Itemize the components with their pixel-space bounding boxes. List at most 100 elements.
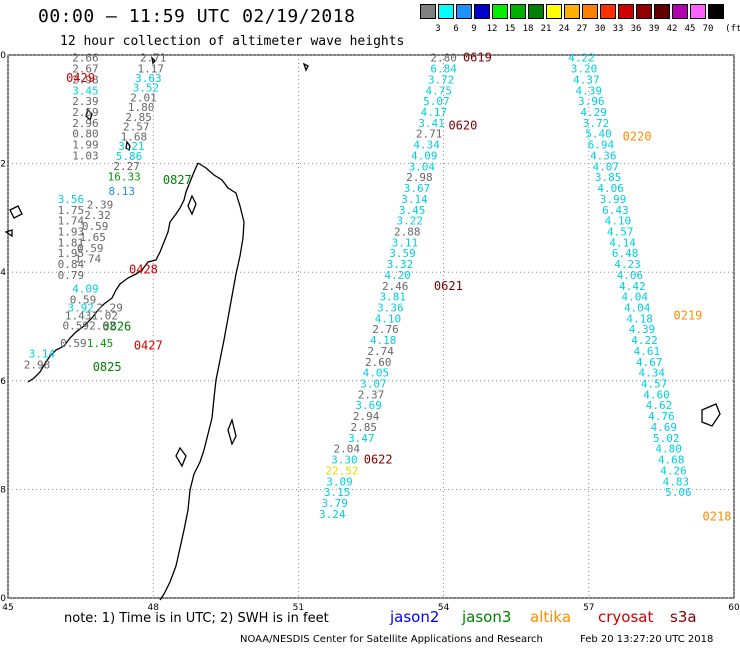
swh-value: 2.98 (406, 171, 433, 184)
swh-value: 4.09 (72, 282, 99, 295)
track-0219: 6.434.104.574.146.484.234.064.424.044.04… (602, 204, 702, 380)
swh-value: 0.59 (77, 242, 104, 255)
cargados-islet (302, 62, 309, 72)
swh-value: 0.59 (60, 337, 87, 350)
swh-value: 4.57 (607, 225, 634, 238)
pass-time-label: 0620 (448, 119, 477, 133)
scale-swatch (456, 4, 472, 19)
swh-value: 3.99 (600, 193, 627, 206)
swh-value: 3.41 (418, 117, 445, 130)
swh-value: 0.59 (63, 319, 90, 332)
swh-value: 1.75 (58, 204, 85, 217)
mayotte-island (125, 140, 131, 152)
swh-value: 2.04 (334, 443, 361, 456)
swh-value: 4.29 (580, 106, 607, 119)
pass-time-label: 0622 (364, 453, 393, 467)
swh-value: 4.23 (614, 258, 641, 271)
lat-tick-label: -20 (0, 594, 6, 604)
swh-value: 3.59 (389, 247, 416, 260)
swh-value: 4.60 (643, 388, 670, 401)
map-frame (7, 54, 735, 599)
swh-value: 5.07 (423, 95, 450, 108)
scale-swatch (564, 4, 580, 19)
west-coast-islet-1 (9, 205, 23, 219)
track-0620: 2.714.344.093.042.983.673.143.453.222.88… (382, 119, 477, 293)
scale-label: 36 (630, 24, 642, 34)
scale-swatch (510, 4, 526, 19)
swh-value: 0.59 (70, 293, 97, 306)
scale-swatch (600, 4, 616, 19)
swh-value: 4.10 (375, 312, 402, 325)
scale-label: 45 (684, 24, 696, 34)
swh-value: 3.11 (392, 236, 419, 249)
swh-value: 1.81 (58, 236, 85, 249)
swh-value: 1.74 (58, 215, 85, 228)
track-0427: 2.291.022.62 1.45 0427 (87, 301, 163, 352)
axis-labels: 45 48 51 54 57 60 -10 -12 -14 -16 -18 -20 (0, 51, 740, 613)
swh-value: 1.02 (92, 310, 119, 323)
swh-value: 3.96 (578, 95, 605, 108)
swh-value: 2.57 (123, 121, 150, 134)
scale-label: 9 (471, 24, 477, 34)
swh-value: 5.02 (653, 432, 680, 445)
swh-value: 3.04 (409, 160, 436, 173)
swh-value: 4.61 (634, 345, 661, 358)
swh-value: 3.14 (401, 193, 428, 206)
map-subtitle: 12 hour collection of altimeter wave hei… (60, 34, 405, 49)
swh-value: 2.59 (72, 106, 99, 119)
lon-tick-label: 48 (147, 603, 159, 613)
scale-swatch (528, 4, 544, 19)
lat-tick-label: -18 (0, 485, 6, 495)
swh-value: 1.93 (58, 225, 85, 238)
map-title: 00:00 – 11:59 UTC 02/19/2018 (38, 6, 356, 27)
swh-value: 3.79 (321, 497, 348, 510)
lon-tick-label: 51 (293, 603, 304, 613)
swh-value: 2.85 (125, 111, 152, 124)
scale-swatch (672, 4, 688, 19)
legend-jason3: jason3 (462, 608, 512, 626)
scale-label: 39 (648, 24, 660, 34)
swh-value: 4.37 (573, 73, 600, 86)
lat-lon-grid (7, 54, 735, 599)
swh-value: 4.67 (636, 356, 663, 369)
coastline (4, 56, 721, 601)
swh-value: 1.45 (87, 337, 114, 350)
footer-credit: NOAA/NESDIS Center for Satellite Applica… (240, 634, 543, 645)
lon-tick-label: 57 (583, 603, 594, 613)
swh-value: 4.68 (658, 454, 685, 467)
swh-value: 4.76 (648, 410, 675, 423)
track-0825: 2.983.14 0825 (24, 348, 122, 375)
units-note: note: 1) Time is in UTC; 2) SWH is in fe… (64, 611, 329, 626)
swh-value: 2.60 (365, 356, 392, 369)
swh-value: 4.22 (568, 52, 595, 65)
swh-value: 4.75 (426, 84, 453, 97)
swh-value: 6.94 (588, 139, 615, 152)
altimeter-tracks: 2.662.672.983.452.392.592.960.801.991.03… (24, 51, 732, 524)
legend-jason2: jason2 (390, 608, 440, 626)
swh-value: 3.85 (595, 171, 622, 184)
glorieuses-island (150, 56, 156, 65)
scale-swatch (420, 4, 436, 19)
pass-time-label: 0429 (66, 71, 95, 85)
scale-swatch (492, 4, 508, 19)
swh-value: 2.37 (358, 388, 385, 401)
lat-tick-label: -14 (0, 268, 6, 278)
pass-time-label: 0621 (434, 279, 463, 293)
swh-value: 4.05 (363, 367, 390, 380)
scale-label: 24 (558, 24, 570, 34)
swh-value: 4.34 (413, 139, 440, 152)
swh-value: 4.04 (622, 291, 649, 304)
swh-value: 1.43 (65, 310, 92, 323)
swh-value: 3.67 (404, 182, 431, 195)
swh-value: 4.04 (624, 301, 651, 314)
pass-time-label: 0218 (703, 510, 732, 524)
swh-value: 6.48 (612, 247, 639, 260)
swh-value: 2.88 (394, 225, 421, 238)
swh-value: 4.17 (421, 106, 448, 119)
track-0428: 3.561.751.741.931.811.950.840.79 0428 (58, 193, 158, 282)
track-0826: 2.392.320.591.650.591.744.090.593.921.43… (60, 198, 131, 349)
swh-value: 2.32 (84, 209, 111, 222)
mauritius-hint (187, 194, 197, 216)
swh-value: 4.34 (638, 367, 665, 380)
